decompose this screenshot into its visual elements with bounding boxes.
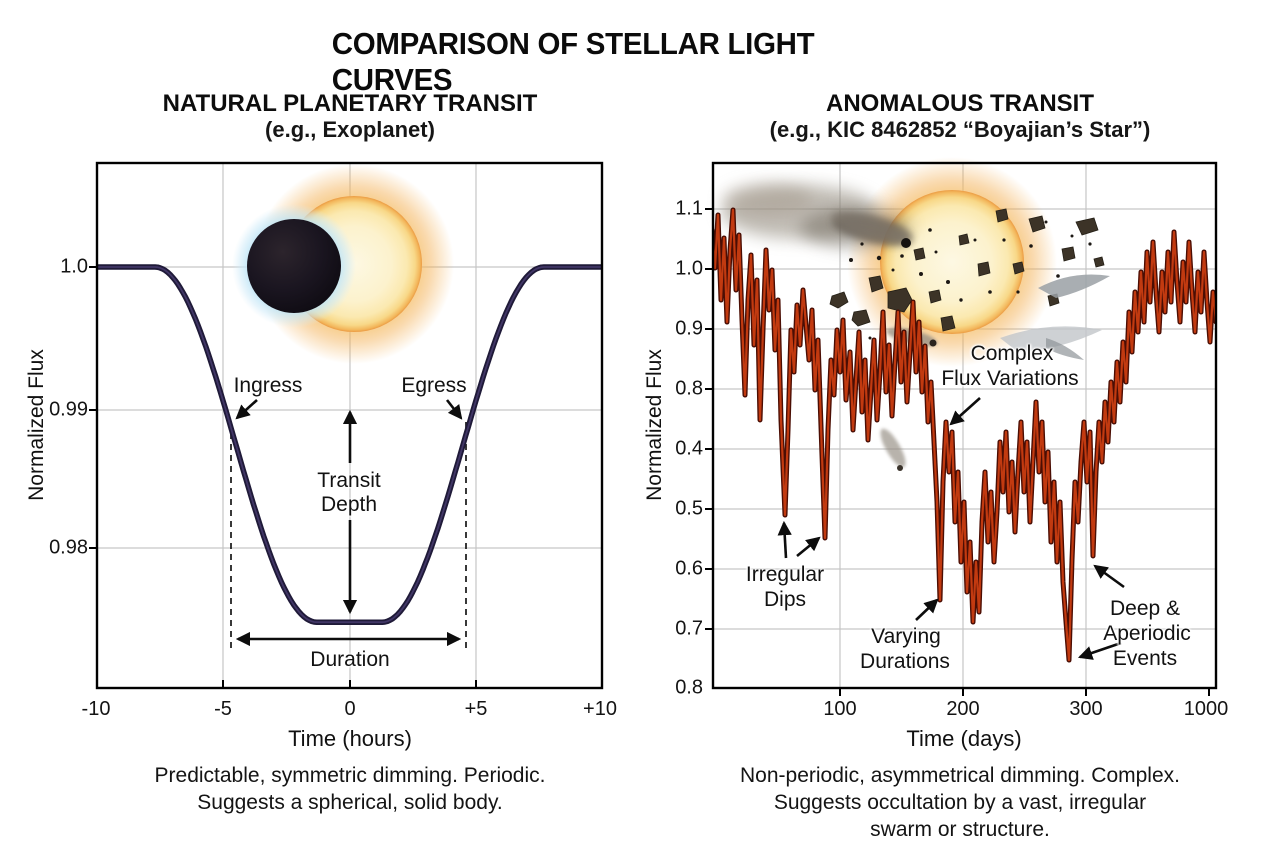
left-caption-line2: Suggests a spherical, solid body. xyxy=(197,791,503,814)
right-y-tick-4: 0.4 xyxy=(675,437,703,460)
right-y-axis-label: Normalized Flux xyxy=(643,349,666,501)
right-y-tick-2: 0.9 xyxy=(675,317,703,340)
left-y-tick-2: 0.98 xyxy=(49,536,88,559)
duration-label: Duration xyxy=(310,648,390,671)
left-y-tick-1: 0.99 xyxy=(49,398,88,421)
right-plot xyxy=(705,157,1218,696)
left-x-tick-3: +5 xyxy=(464,698,488,720)
left-plot xyxy=(89,161,604,690)
right-tick-marks xyxy=(705,208,1210,696)
left-plot-border xyxy=(95,161,604,690)
complex-flux-arrow xyxy=(949,397,981,426)
complex-flux-label-line1: Complex xyxy=(970,342,1054,365)
left-x-axis-label: Time (hours) xyxy=(288,726,412,751)
irregular-dips-arrow-1 xyxy=(777,520,792,559)
left-tick-marks xyxy=(89,266,477,688)
right-panel-subtitle: (e.g., KIC 8462852 “Boyajian’s Star”) xyxy=(769,117,1151,142)
deep-events-label-line2: Aperiodic xyxy=(1103,622,1191,645)
right-caption-line3: swarm or structure. xyxy=(870,818,1050,841)
right-x-tick-0: 100 xyxy=(823,698,857,720)
complex-flux-label-line2: Flux Variations xyxy=(941,367,1079,390)
left-y-tick-0: 1.0 xyxy=(60,255,88,278)
left-panel-subtitle: (e.g., Exoplanet) xyxy=(265,117,435,142)
left-y-axis-label: Normalized Flux xyxy=(25,349,48,501)
left-x-tick-1: -5 xyxy=(214,698,232,720)
right-annotation-arrows xyxy=(777,397,1125,660)
right-y-tick-3: 0.8 xyxy=(675,377,703,400)
varying-durations-label-line2: Durations xyxy=(860,650,950,673)
page-title: COMPARISON OF STELLAR LIGHT CURVES xyxy=(331,26,815,97)
deep-events-arrow-2 xyxy=(1077,641,1122,660)
egress-label: Egress xyxy=(401,374,467,397)
sun-disk xyxy=(880,190,1024,334)
transit-depth-label-line2: Depth xyxy=(320,493,378,516)
varying-durations-arrow xyxy=(915,598,939,621)
right-caption-line2: Suggests occultation by a vast, irregula… xyxy=(773,791,1147,814)
right-x-tick-2: 300 xyxy=(1069,698,1103,720)
right-caption-line1: Non-periodic, asymmetrical dimming. Comp… xyxy=(740,764,1180,787)
left-x-tick-2: 0 xyxy=(344,698,356,720)
ingress-label: Ingress xyxy=(233,374,303,397)
swoosh-fragments xyxy=(1000,274,1110,360)
exoplanet-transit-illustration xyxy=(232,164,454,364)
irregular-dips-label-line2: Dips xyxy=(763,588,807,611)
left-x-tick-4: +10 xyxy=(583,698,617,720)
right-y-tick-7: 0.7 xyxy=(675,617,703,640)
right-y-tick-6: 0.6 xyxy=(675,557,703,580)
left-annotation-arrows xyxy=(235,399,463,647)
right-plot-border xyxy=(711,161,1218,690)
deep-events-arrow-1 xyxy=(1093,564,1125,589)
left-panel-title: NATURAL PLANETARY TRANSIT xyxy=(162,90,538,117)
left-curve-inner xyxy=(97,266,602,624)
right-y-tick-5: 0.5 xyxy=(675,497,703,520)
transit-depth-label-line1: Transit xyxy=(317,469,381,492)
right-y-tick-0: 1.1 xyxy=(675,197,703,220)
deep-events-label-line3: Events xyxy=(1112,647,1178,670)
ingress-arrow xyxy=(235,399,258,420)
right-panel-title: ANOMALOUS TRANSIT xyxy=(826,90,1094,117)
irregular-dips-arrow-2 xyxy=(796,536,821,558)
deep-events-label-line1: Deep & xyxy=(1109,597,1181,620)
right-y-tick-1: 1.0 xyxy=(675,257,703,280)
planet-icon xyxy=(247,219,341,313)
irregular-dips-label-line1: Irregular xyxy=(745,563,825,586)
egress-arrow xyxy=(445,399,463,420)
right-curve-inner xyxy=(713,208,1216,662)
varying-durations-label-line1: Varying xyxy=(871,625,941,648)
right-y-tick-8: 0.8 xyxy=(675,676,703,699)
boyajian-swarm-illustration xyxy=(722,157,1110,471)
left-dashed-guides xyxy=(230,422,467,652)
left-x-tick-0: -10 xyxy=(81,698,111,720)
left-caption-line1: Predictable, symmetric dimming. Periodic… xyxy=(154,764,546,787)
right-x-axis-label: Time (days) xyxy=(906,726,1022,751)
right-x-tick-3: 1000 xyxy=(1183,698,1229,720)
right-x-tick-1: 200 xyxy=(946,698,980,720)
